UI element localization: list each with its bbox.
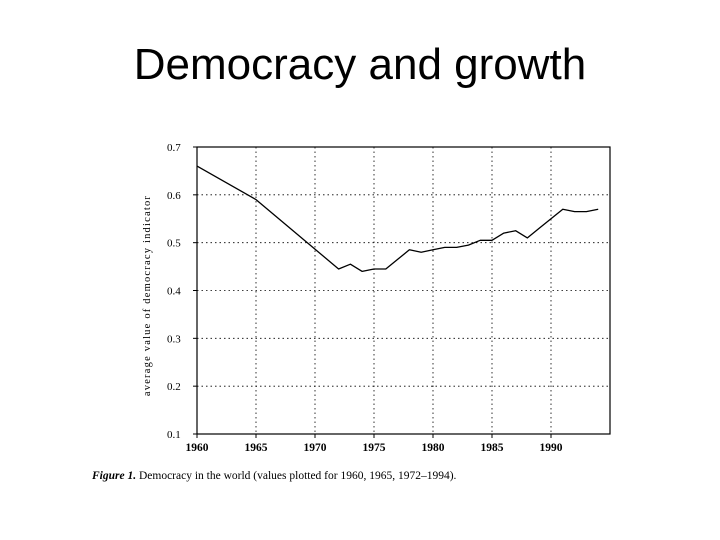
y-tick-label: 0.2 [167, 381, 181, 393]
figure-caption-label: Figure 1. [92, 470, 137, 482]
y-tick-label: 0.7 [167, 142, 181, 154]
x-tick-label: 1990 [540, 442, 563, 454]
y-axis-label: average value of democracy indicator [142, 195, 153, 396]
grid-lines [197, 147, 610, 434]
y-tick-label: 0.1 [167, 429, 181, 441]
slide-title: Democracy and growth [133, 40, 587, 89]
x-tick-label: 1960 [186, 442, 209, 454]
x-tick-label: 1975 [363, 442, 386, 454]
x-tick-label: 1965 [245, 442, 268, 454]
y-tick-label: 0.4 [167, 286, 181, 298]
figure-caption: Figure 1. Democracy in the world (values… [92, 470, 456, 482]
y-tick-label: 0.5 [167, 238, 181, 250]
x-tick-label: 1985 [481, 442, 504, 454]
axis-ticks: 0.1 0.2 0.3 0.4 0.5 0.6 0.7 1960 1965 1970 1975 198… [167, 142, 563, 454]
x-tick-label: 1980 [422, 442, 445, 454]
x-tick-label: 1970 [304, 442, 327, 454]
y-tick-label: 0.6 [167, 190, 181, 202]
democracy-series-line [196, 165, 599, 273]
figure-caption-text: Democracy in the world (values plotted f… [138, 470, 457, 482]
y-tick-label: 0.3 [167, 333, 181, 345]
series-layer [196, 165, 599, 273]
